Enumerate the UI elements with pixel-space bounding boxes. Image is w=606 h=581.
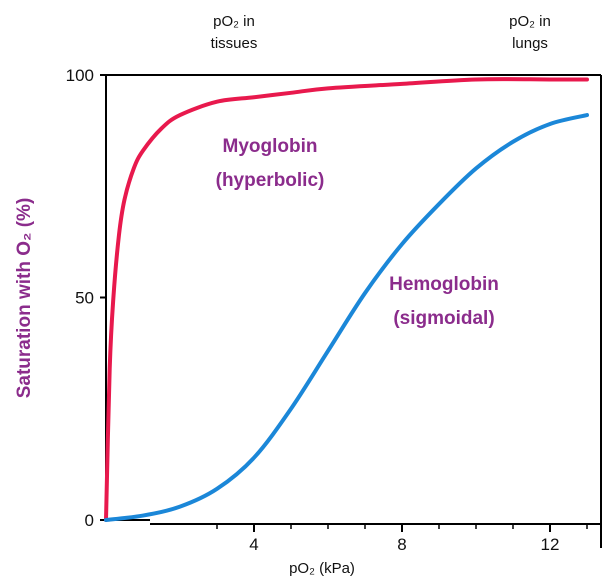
series-label-line2: (sigmoidal) [393, 308, 494, 329]
y-tick-label: 0 [85, 511, 94, 530]
y-tick-label: 50 [75, 289, 94, 308]
top-annotation-line1: pO₂ in [509, 13, 551, 30]
series-line-hemoglobin [104, 113, 589, 522]
x-tick-label: 8 [397, 535, 406, 554]
series-label-line2: (hyperbolic) [216, 170, 325, 191]
series-lines [104, 77, 589, 522]
series-line-myoglobin [104, 77, 589, 522]
y-axis-title: Saturation with O₂ (%) [14, 198, 35, 399]
axes: 0 50 100 4 8 12 [66, 66, 602, 554]
series-labels: Myoglobin (hyperbolic) Hemoglobin (sigmoida… [216, 136, 499, 329]
top-annotation-line2: lungs [512, 35, 548, 52]
x-tick-label: 4 [249, 535, 258, 554]
x-tick-label: 12 [541, 535, 560, 554]
top-annotation-line1: pO₂ in [213, 13, 255, 30]
series-label-line1: Hemoglobin [389, 274, 499, 295]
top-annotations: pO₂ in tissues pO₂ in lungs [211, 13, 551, 52]
series-label-line1: Myoglobin [223, 136, 318, 157]
y-tick-label: 100 [66, 66, 94, 85]
top-annotation-line2: tissues [211, 35, 258, 52]
x-axis-title: pO₂ (kPa) [289, 560, 355, 577]
